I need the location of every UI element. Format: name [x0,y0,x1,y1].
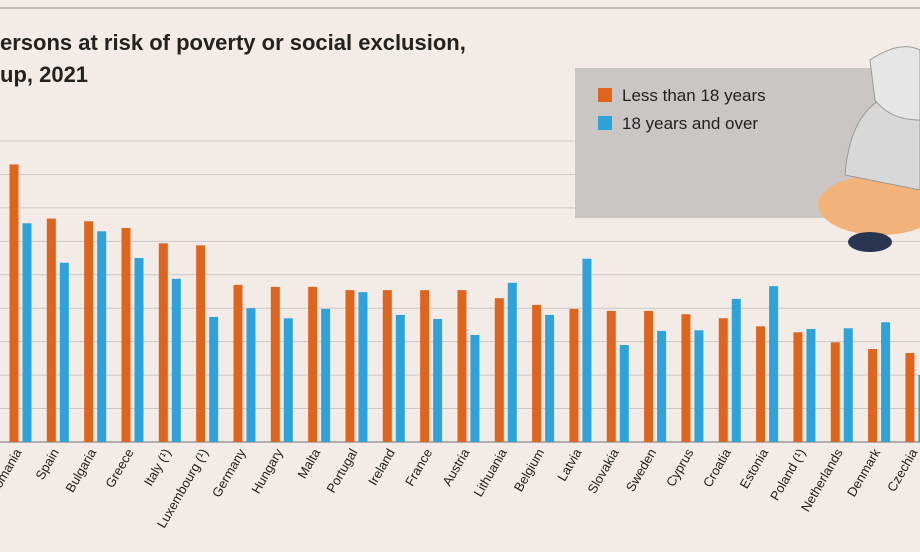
bar [308,286,318,442]
bar [270,286,280,442]
x-tick-label: Belgium [511,446,547,494]
x-tick-label: Hungary [248,446,286,496]
x-tick-label: Spain [32,446,62,482]
bar [619,345,629,442]
bar [545,314,555,442]
bar [905,353,915,442]
bar [84,221,94,442]
x-tick-label: Latvia [554,445,585,483]
x-tick-label: Italy (¹) [141,446,174,489]
bars [9,164,920,442]
bar [420,290,430,442]
x-tick-label: Croatia [700,445,734,489]
x-tick-label: Ireland [365,446,398,488]
bar [582,258,592,442]
x-tick-label: Czechia [884,445,920,494]
legend-label: 18 years and over [622,114,758,133]
bar [843,328,853,442]
bar [657,330,667,442]
illustration [818,46,920,252]
bar [46,218,56,442]
bar [793,332,803,442]
bar [433,318,443,442]
bar [694,330,704,442]
bar [830,342,840,442]
bar [868,349,878,442]
bar [134,258,144,442]
x-tick-label: Bulgaria [62,445,99,494]
x-tick-label: Poland (¹) [767,446,809,503]
x-tick-label: Malta [294,445,323,481]
bar [382,290,392,442]
bar [881,322,891,442]
legend-swatch [598,116,612,130]
bar [606,310,616,442]
x-tick-label: Germany [209,446,249,500]
bar [532,304,542,442]
bar [918,375,920,442]
bar [756,326,766,442]
bar [395,314,405,442]
bar [171,278,181,442]
bar [769,286,779,442]
bar [209,316,219,442]
bar [59,262,69,442]
bar [731,298,741,442]
bar [345,290,355,442]
bar [196,245,206,442]
chart-title: up, 2021 [0,62,88,87]
bar [569,308,579,442]
x-tick-label: Estonia [737,445,772,491]
bar [806,328,816,442]
x-tick-label: Greece [102,446,136,490]
bar [121,227,131,442]
bar [644,310,654,442]
bar [681,314,691,442]
bar [22,223,32,442]
legend-label: Less than 18 years [622,86,766,105]
x-tick-label: France [402,446,435,489]
bar [507,282,517,442]
bar [718,318,728,442]
bar [470,334,480,442]
bar [283,318,293,442]
bar [158,243,168,442]
x-tick-label: Portugal [323,446,360,496]
x-tick-label: Sweden [623,446,659,494]
x-tick-label: Austria [439,445,473,488]
legend-swatch [598,88,612,102]
bar [457,290,467,442]
bar [246,308,256,442]
bar [358,292,368,442]
x-tick-label: Romania [0,445,25,498]
x-tick-label: Denmark [844,446,884,500]
chart-title: ersons at risk of poverty or social excl… [0,30,466,55]
bar [321,308,331,442]
x-tick-label: Lithuania [471,445,511,499]
bar [97,231,107,442]
x-tick-label: Cyprus [663,446,697,490]
bar [9,164,19,442]
bar [233,284,243,442]
legend: Less than 18 years 18 years and over [598,86,766,133]
x-tick-label: Slovakia [584,445,622,496]
bar [494,298,504,442]
